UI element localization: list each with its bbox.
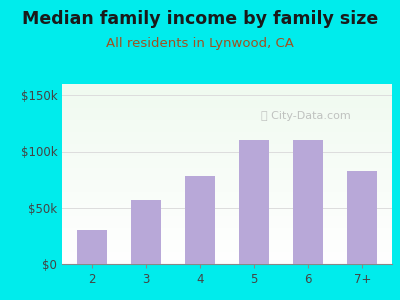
Bar xyxy=(185,176,215,264)
Bar xyxy=(293,140,323,264)
Text: All residents in Lynwood, CA: All residents in Lynwood, CA xyxy=(106,38,294,50)
Text: Median family income by family size: Median family income by family size xyxy=(22,11,378,28)
Text: ⓘ City-Data.com: ⓘ City-Data.com xyxy=(261,111,351,122)
Bar xyxy=(77,230,107,264)
Bar xyxy=(347,171,377,264)
Bar xyxy=(239,140,269,264)
Bar xyxy=(131,200,161,264)
